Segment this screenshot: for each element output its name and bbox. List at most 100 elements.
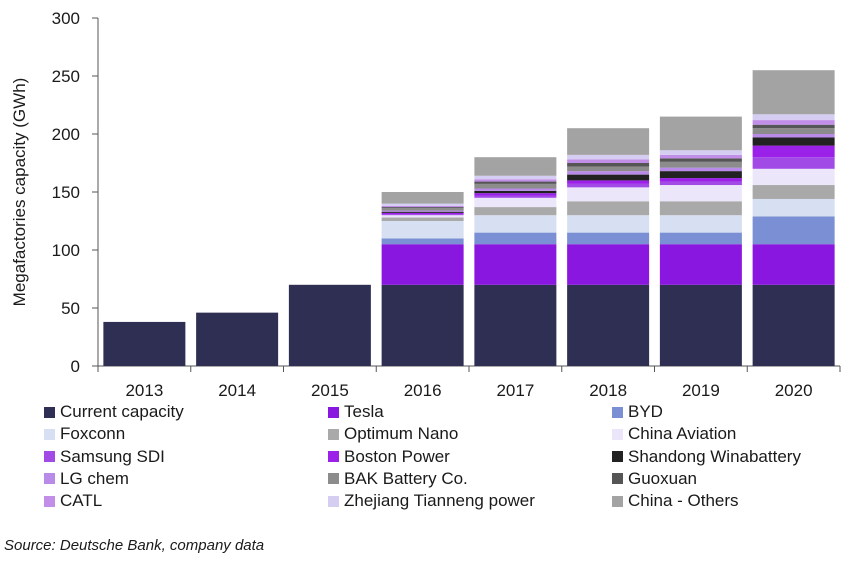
legend: Current capacity Tesla BYD Foxconn Optimum N… [44, 401, 844, 521]
bar-segment [752, 145, 835, 158]
bar-segment [474, 215, 557, 233]
x-tick-label: 2014 [218, 381, 256, 400]
bar-segment [752, 198, 835, 217]
legend-label: CATL [60, 491, 103, 511]
bar-segment [567, 128, 650, 155]
bar-segment [474, 157, 557, 176]
legend-item: Zhejiang Tianneng power [328, 490, 535, 512]
bar-segment [474, 183, 557, 189]
y-tick-label: 50 [61, 299, 80, 318]
bar-segment [752, 284, 835, 366]
legend-label: China - Others [628, 491, 739, 511]
bar-segment [567, 154, 650, 160]
bar-segment [752, 70, 835, 115]
bar-segment [474, 207, 557, 216]
bar-segment [474, 190, 557, 194]
bar-segment [474, 181, 557, 184]
legend-swatch [44, 473, 55, 485]
bars [103, 70, 835, 366]
legend-label: Tesla [344, 402, 384, 421]
bar-segment [752, 128, 835, 134]
bar-segment [567, 244, 650, 285]
legend-item: LG chem [44, 468, 129, 490]
bar-segment [474, 193, 557, 196]
legend-swatch [328, 495, 339, 507]
x-tick-label: 2013 [125, 381, 163, 400]
bar-segment [381, 203, 464, 206]
legend-swatch [612, 451, 623, 463]
bar-segment [567, 180, 650, 184]
bar-segment [659, 171, 742, 179]
legend-label: Zhejiang Tianneng power [344, 491, 535, 511]
bar-segment [659, 167, 742, 172]
bar-segment [659, 154, 742, 159]
bar-segment [567, 187, 650, 202]
bar-segment [752, 157, 835, 169]
bar-segment [288, 284, 371, 366]
x-tick-label: 2020 [775, 381, 813, 400]
legend-item: Current capacity [44, 401, 184, 423]
legend-item: BYD [612, 401, 663, 423]
legend-label: Samsung SDI [60, 446, 165, 466]
bar-segment [567, 215, 650, 233]
bar-segment [381, 210, 464, 212]
bar-segment [381, 211, 464, 213]
bar-segment [752, 137, 835, 146]
legend-label: BYD [628, 402, 663, 421]
legend-label: Shandong Winabattery [628, 446, 801, 466]
bar-segment [474, 232, 557, 245]
x-tick-label: 2016 [404, 381, 442, 400]
legend-swatch [328, 473, 339, 485]
bar-segment [381, 215, 464, 218]
bar-segment [381, 192, 464, 204]
bar-segment [381, 205, 464, 208]
legend-item: CATL [44, 490, 102, 512]
legend-swatch [612, 406, 623, 418]
y-tick-label: 100 [52, 241, 80, 260]
legend-swatch [612, 495, 623, 507]
bar-segment [567, 232, 650, 245]
bar-segment [659, 116, 742, 151]
bar-segment [752, 216, 835, 245]
legend-item: BAK Battery Co. [328, 468, 468, 490]
legend-label: Optimum Nano [344, 424, 459, 444]
x-tick-label: 2017 [496, 381, 534, 400]
bar-segment [752, 120, 835, 125]
bar-segment [103, 321, 186, 366]
bar-segment [659, 185, 742, 202]
y-axis: 0 50 100 150 200 250 300 [52, 9, 99, 376]
bar-segment [659, 215, 742, 233]
legend-item: China Aviation [612, 423, 736, 445]
bar-segment [567, 183, 650, 188]
legend-label: BAK Battery Co. [344, 468, 468, 488]
legend-label: China Aviation [628, 424, 737, 444]
x-tick-label: 2015 [311, 381, 349, 400]
bar-segment [381, 238, 464, 245]
y-axis-title: Megafactories capacity (GWh) [10, 78, 29, 307]
bar-segment [474, 284, 557, 366]
legend-label: Guoxuan [628, 468, 697, 488]
x-tick-label: 2018 [589, 381, 627, 400]
legend-swatch [612, 473, 623, 485]
bar-segment [381, 284, 464, 366]
legend-item: Samsung SDI [44, 446, 165, 468]
bar-segment [567, 201, 650, 216]
legend-label: Current capacity [60, 402, 184, 421]
source-note: Source: Deutsche Bank, company data [4, 537, 265, 554]
bar-segment [381, 208, 464, 211]
legend-swatch [44, 406, 55, 418]
y-tick-label: 300 [52, 9, 80, 28]
bar-segment [659, 284, 742, 366]
bar-segment [752, 168, 835, 186]
bar-segment [659, 232, 742, 245]
bar-segment [659, 181, 742, 186]
legend-swatch [44, 428, 55, 440]
bar-segment [659, 150, 742, 155]
legend-item: Boston Power [328, 446, 450, 468]
x-axis: 2013 2014 2015 2016 2017 2018 2019 2020 [97, 365, 841, 400]
bar-segment [474, 195, 557, 198]
bar-segment [567, 163, 650, 167]
bar-segment [752, 134, 835, 138]
bar-segment [567, 171, 650, 175]
